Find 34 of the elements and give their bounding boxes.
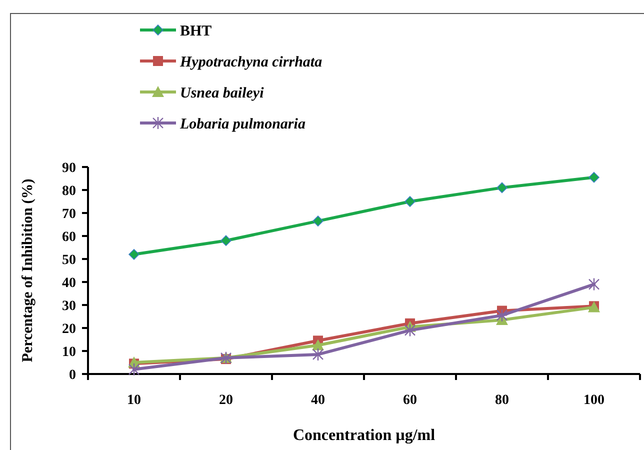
point	[128, 362, 140, 376]
y-tick-label: 40	[62, 276, 76, 291]
point	[496, 182, 508, 194]
y-tick-label: 20	[62, 322, 76, 337]
y-tick-label: 80	[62, 184, 76, 199]
y-tick-label: 30	[62, 298, 76, 314]
point	[220, 235, 232, 246]
point	[312, 339, 324, 350]
point	[404, 196, 416, 207]
point	[312, 348, 324, 362]
point	[404, 324, 416, 337]
y-tick-label: 70	[62, 206, 76, 222]
y-tick-label: 60	[62, 230, 76, 245]
x-tick-label: 20	[219, 393, 233, 408]
x-tick-label: 40	[311, 393, 325, 408]
y-tick-label: 0	[69, 368, 76, 383]
point	[128, 249, 140, 260]
x-tick-label: 100	[584, 393, 604, 408]
x-tick-label: 80	[495, 393, 509, 408]
point	[588, 278, 600, 291]
x-axis-title: Concentration µg/ml	[292, 427, 436, 444]
y-tick-label: 50	[62, 252, 76, 268]
x-tick-label: 60	[403, 393, 417, 408]
legend-label: Lobaria pulmonaria	[179, 116, 306, 132]
point	[588, 172, 600, 183]
point	[496, 308, 508, 322]
y-tick-label: 90	[62, 160, 76, 176]
legend-label: BHT	[180, 23, 212, 40]
legend-label: Hypotrachyna cirrhata	[179, 54, 323, 70]
legend-label: Usnea baileyi	[180, 85, 265, 102]
point	[312, 216, 324, 226]
y-tick-label: 10	[62, 344, 76, 360]
x-tick-label: 10	[127, 393, 141, 408]
y-axis-title: Percentage of Inhibition (%)	[20, 178, 36, 362]
